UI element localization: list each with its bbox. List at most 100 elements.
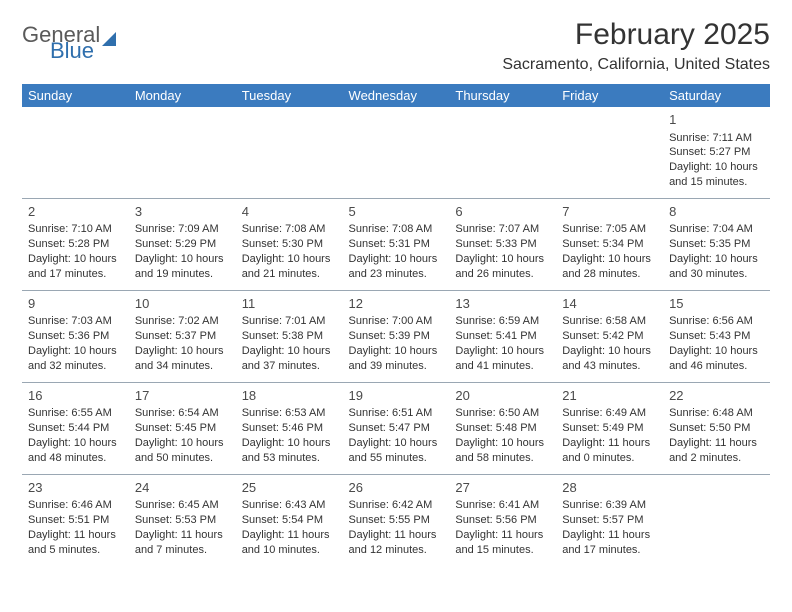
day-number: 11 <box>242 295 337 313</box>
day-number: 10 <box>135 295 230 313</box>
sunrise-text: Sunrise: 6:39 AM <box>562 498 657 513</box>
daylight-text: Daylight: 10 hours <box>455 436 550 451</box>
sunrise-text: Sunrise: 7:08 AM <box>242 222 337 237</box>
sunrise-text: Sunrise: 6:50 AM <box>455 406 550 421</box>
calendar-cell: 9Sunrise: 7:03 AMSunset: 5:36 PMDaylight… <box>22 290 129 382</box>
sunrise-text: Sunrise: 6:43 AM <box>242 498 337 513</box>
daylight-text: Daylight: 10 hours <box>669 252 764 267</box>
daylight-text: Daylight: 11 hours <box>455 528 550 543</box>
calendar-week-row: 2Sunrise: 7:10 AMSunset: 5:28 PMDaylight… <box>22 198 770 290</box>
daylight-text: and 15 minutes. <box>669 175 764 190</box>
day-number: 8 <box>669 203 764 221</box>
daylight-text: and 28 minutes. <box>562 267 657 282</box>
calendar-cell: 10Sunrise: 7:02 AMSunset: 5:37 PMDayligh… <box>129 290 236 382</box>
daylight-text: and 26 minutes. <box>455 267 550 282</box>
sunrise-text: Sunrise: 6:58 AM <box>562 314 657 329</box>
calendar-cell: 8Sunrise: 7:04 AMSunset: 5:35 PMDaylight… <box>663 198 770 290</box>
sunset-text: Sunset: 5:29 PM <box>135 237 230 252</box>
daylight-text: and 30 minutes. <box>669 267 764 282</box>
daylight-text: Daylight: 10 hours <box>349 344 444 359</box>
day-header: Tuesday <box>236 84 343 107</box>
sunrise-text: Sunrise: 6:42 AM <box>349 498 444 513</box>
day-number: 9 <box>28 295 123 313</box>
daylight-text: Daylight: 11 hours <box>135 528 230 543</box>
calendar-cell: 4Sunrise: 7:08 AMSunset: 5:30 PMDaylight… <box>236 198 343 290</box>
sunset-text: Sunset: 5:49 PM <box>562 421 657 436</box>
sunset-text: Sunset: 5:47 PM <box>349 421 444 436</box>
daylight-text: and 34 minutes. <box>135 359 230 374</box>
daylight-text: and 37 minutes. <box>242 359 337 374</box>
day-header: Saturday <box>663 84 770 107</box>
day-number: 6 <box>455 203 550 221</box>
daylight-text: Daylight: 11 hours <box>562 528 657 543</box>
daylight-text: Daylight: 10 hours <box>242 344 337 359</box>
calendar-cell <box>129 107 236 198</box>
sunrise-text: Sunrise: 6:48 AM <box>669 406 764 421</box>
sunset-text: Sunset: 5:50 PM <box>669 421 764 436</box>
sunset-text: Sunset: 5:51 PM <box>28 513 123 528</box>
calendar-cell: 11Sunrise: 7:01 AMSunset: 5:38 PMDayligh… <box>236 290 343 382</box>
sunset-text: Sunset: 5:30 PM <box>242 237 337 252</box>
calendar-cell <box>22 107 129 198</box>
sunrise-text: Sunrise: 6:56 AM <box>669 314 764 329</box>
day-number: 5 <box>349 203 444 221</box>
calendar-cell: 14Sunrise: 6:58 AMSunset: 5:42 PMDayligh… <box>556 290 663 382</box>
sunrise-text: Sunrise: 7:00 AM <box>349 314 444 329</box>
day-number: 26 <box>349 479 444 497</box>
sunset-text: Sunset: 5:46 PM <box>242 421 337 436</box>
day-number: 4 <box>242 203 337 221</box>
daylight-text: Daylight: 10 hours <box>562 344 657 359</box>
calendar-cell: 2Sunrise: 7:10 AMSunset: 5:28 PMDaylight… <box>22 198 129 290</box>
daylight-text: and 5 minutes. <box>28 543 123 558</box>
daylight-text: Daylight: 10 hours <box>455 252 550 267</box>
daylight-text: and 50 minutes. <box>135 451 230 466</box>
sunset-text: Sunset: 5:34 PM <box>562 237 657 252</box>
sunset-text: Sunset: 5:31 PM <box>349 237 444 252</box>
calendar-cell: 28Sunrise: 6:39 AMSunset: 5:57 PMDayligh… <box>556 474 663 565</box>
sunrise-text: Sunrise: 7:08 AM <box>349 222 444 237</box>
day-number: 19 <box>349 387 444 405</box>
calendar-cell: 19Sunrise: 6:51 AMSunset: 5:47 PMDayligh… <box>343 382 450 474</box>
daylight-text: Daylight: 10 hours <box>455 344 550 359</box>
sunrise-text: Sunrise: 7:01 AM <box>242 314 337 329</box>
sunset-text: Sunset: 5:42 PM <box>562 329 657 344</box>
sunrise-text: Sunrise: 7:09 AM <box>135 222 230 237</box>
daylight-text: and 53 minutes. <box>242 451 337 466</box>
calendar-cell: 21Sunrise: 6:49 AMSunset: 5:49 PMDayligh… <box>556 382 663 474</box>
calendar-header-row: Sunday Monday Tuesday Wednesday Thursday… <box>22 84 770 107</box>
calendar-cell: 20Sunrise: 6:50 AMSunset: 5:48 PMDayligh… <box>449 382 556 474</box>
sunset-text: Sunset: 5:53 PM <box>135 513 230 528</box>
sunset-text: Sunset: 5:33 PM <box>455 237 550 252</box>
sunrise-text: Sunrise: 7:02 AM <box>135 314 230 329</box>
logo: General Blue <box>22 24 116 62</box>
calendar-week-row: 23Sunrise: 6:46 AMSunset: 5:51 PMDayligh… <box>22 474 770 565</box>
sunset-text: Sunset: 5:43 PM <box>669 329 764 344</box>
calendar-week-row: 16Sunrise: 6:55 AMSunset: 5:44 PMDayligh… <box>22 382 770 474</box>
calendar-body: 1Sunrise: 7:11 AMSunset: 5:27 PMDaylight… <box>22 107 770 566</box>
daylight-text: Daylight: 11 hours <box>669 436 764 451</box>
day-number: 7 <box>562 203 657 221</box>
calendar-cell: 6Sunrise: 7:07 AMSunset: 5:33 PMDaylight… <box>449 198 556 290</box>
sunrise-text: Sunrise: 6:46 AM <box>28 498 123 513</box>
sunset-text: Sunset: 5:41 PM <box>455 329 550 344</box>
day-header: Friday <box>556 84 663 107</box>
daylight-text: and 21 minutes. <box>242 267 337 282</box>
calendar-table: Sunday Monday Tuesday Wednesday Thursday… <box>22 84 770 566</box>
calendar-cell: 18Sunrise: 6:53 AMSunset: 5:46 PMDayligh… <box>236 382 343 474</box>
calendar-week-row: 1Sunrise: 7:11 AMSunset: 5:27 PMDaylight… <box>22 107 770 198</box>
calendar-cell: 3Sunrise: 7:09 AMSunset: 5:29 PMDaylight… <box>129 198 236 290</box>
daylight-text: and 19 minutes. <box>135 267 230 282</box>
day-number: 28 <box>562 479 657 497</box>
calendar-week-row: 9Sunrise: 7:03 AMSunset: 5:36 PMDaylight… <box>22 290 770 382</box>
sunset-text: Sunset: 5:45 PM <box>135 421 230 436</box>
logo-text-blue: Blue <box>50 40 116 62</box>
daylight-text: and 17 minutes. <box>562 543 657 558</box>
sunrise-text: Sunrise: 7:07 AM <box>455 222 550 237</box>
day-number: 20 <box>455 387 550 405</box>
daylight-text: Daylight: 10 hours <box>135 436 230 451</box>
sunset-text: Sunset: 5:44 PM <box>28 421 123 436</box>
sunrise-text: Sunrise: 6:54 AM <box>135 406 230 421</box>
title-month: February 2025 <box>502 18 770 52</box>
sunrise-text: Sunrise: 6:45 AM <box>135 498 230 513</box>
calendar-cell: 1Sunrise: 7:11 AMSunset: 5:27 PMDaylight… <box>663 107 770 198</box>
